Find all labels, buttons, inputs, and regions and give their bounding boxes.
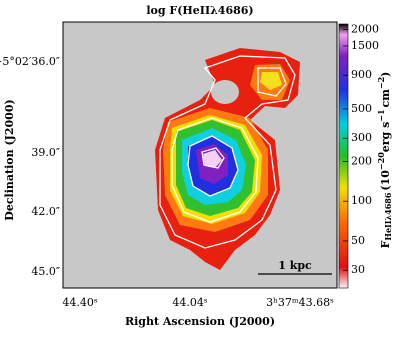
title: log F(HeIIλ4686)	[146, 4, 253, 17]
y-tick-label: −5°02′36.0″	[0, 55, 60, 68]
x-axis-label: Right Ascension (J2000)	[125, 315, 275, 328]
colorbar-tick-label: 2000	[351, 22, 379, 35]
colorbar-tick-label: 300	[351, 131, 372, 144]
y-tick-label: 42.0″	[31, 205, 60, 218]
colorbar-tick-label: 30	[351, 263, 365, 276]
label-part: F	[379, 240, 392, 248]
colorbar-tick-label: 100	[351, 194, 372, 207]
colorbar-label: FHeIIλ4686(10−20erg s−1cm−2)	[376, 72, 393, 249]
label-part: HeIIλ4686	[383, 192, 393, 240]
y-tick-label: 45.0″	[31, 265, 60, 278]
x-tick-label: 44.04ˢ	[172, 296, 207, 309]
colorbar-tick-label: 200	[351, 154, 372, 167]
emission-map	[155, 48, 332, 275]
label-part: cm	[379, 89, 392, 108]
x-tick-label: 44.40ˢ	[62, 296, 97, 309]
label-part: (10	[379, 170, 392, 191]
scale-bar-label: 1 kpc	[278, 259, 312, 272]
label-part: −2	[376, 77, 386, 89]
colorbar-tick-label: 900	[351, 68, 372, 81]
colorbar-tick-label: 500	[351, 102, 372, 115]
colorbar-tick-label: 50	[351, 234, 365, 247]
label-part: )	[379, 72, 392, 77]
y-axis-label: Declination (J2000)	[3, 99, 16, 220]
colorbar	[338, 23, 349, 289]
x-tick-label: 3ʰ37ᵐ43.68ˢ	[266, 296, 334, 309]
label-part: −1	[376, 109, 386, 121]
y-tick-label: 39.0″	[31, 146, 60, 159]
label-part: erg s	[379, 122, 392, 153]
colorbar-tick-label: 1500	[351, 39, 379, 52]
label-part: −20	[376, 152, 386, 170]
